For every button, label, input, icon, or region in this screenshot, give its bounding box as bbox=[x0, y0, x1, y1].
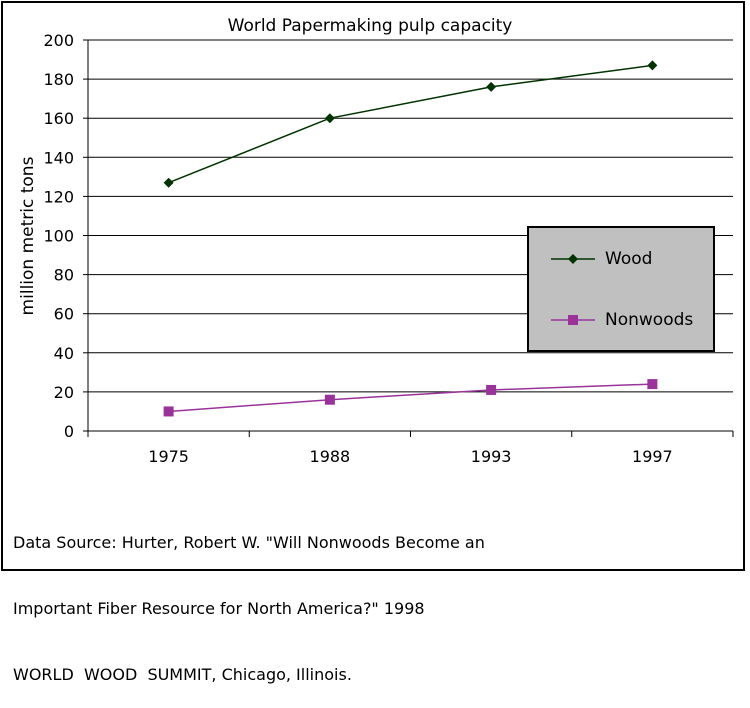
data-point-wood bbox=[647, 60, 658, 71]
x-tick-label: 1988 bbox=[310, 447, 351, 466]
y-tick-label: 80 bbox=[54, 266, 74, 285]
data-point-wood bbox=[324, 113, 335, 124]
y-tick-label: 60 bbox=[54, 305, 74, 324]
legend-wood-marker bbox=[551, 254, 595, 264]
legend-label-wood: Wood bbox=[605, 249, 653, 269]
source-line: Important Fiber Resource for North Ameri… bbox=[13, 599, 425, 618]
legend-nonwoods-marker bbox=[551, 315, 595, 325]
data-point-wood bbox=[163, 177, 174, 188]
y-tick-label: 160 bbox=[43, 109, 74, 128]
data-point-nonwoods bbox=[324, 394, 335, 405]
data-point-nonwoods bbox=[486, 384, 497, 395]
legend: Wood Nonwoods bbox=[527, 226, 715, 352]
y-tick-label: 120 bbox=[43, 187, 74, 206]
data-point-wood bbox=[486, 81, 497, 92]
y-tick-label: 20 bbox=[54, 383, 74, 402]
legend-item-nonwoods: Nonwoods bbox=[549, 308, 693, 332]
y-tick-label: 40 bbox=[54, 344, 74, 363]
x-tick-label: 1993 bbox=[471, 447, 512, 466]
series-line-wood bbox=[168, 64, 653, 184]
legend-item-wood: Wood bbox=[549, 247, 652, 271]
legend-label-nonwoods: Nonwoods bbox=[605, 310, 694, 330]
data-source-note: Data Source: Hurter, Robert W. "Will Non… bbox=[13, 488, 485, 708]
series-line-nonwoods bbox=[168, 383, 653, 413]
y-axis-label: million metric tons bbox=[18, 156, 38, 315]
source-line: Data Source: Hurter, Robert W. "Will Non… bbox=[13, 533, 485, 552]
y-tick-label: 100 bbox=[43, 227, 74, 246]
x-tick-label: 1997 bbox=[632, 447, 673, 466]
chart-title: World Papermaking pulp capacity bbox=[228, 16, 513, 36]
y-tick-label: 200 bbox=[43, 31, 74, 50]
source-line: WORLD WOOD SUMMIT, Chicago, Illinois. bbox=[13, 665, 352, 684]
y-tick-label: 140 bbox=[43, 148, 74, 167]
y-tick-label: 180 bbox=[43, 70, 74, 89]
x-tick-label: 1975 bbox=[148, 447, 189, 466]
data-point-nonwoods bbox=[163, 406, 174, 417]
y-tick-label: 0 bbox=[64, 422, 74, 441]
data-point-nonwoods bbox=[647, 379, 658, 390]
